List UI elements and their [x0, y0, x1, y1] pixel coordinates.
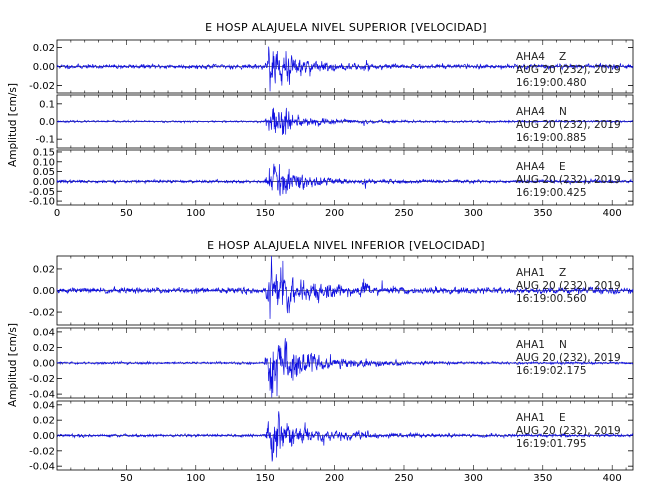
x-tick-label: 350	[533, 208, 552, 219]
x-tick-label: 300	[464, 473, 483, 484]
y-axis-label: Amplitud [cm/s]	[7, 83, 19, 167]
x-tick-label: 200	[325, 473, 344, 484]
y-axis-label: Amplitud [cm/s]	[7, 323, 19, 407]
station-label: AHA1 E	[516, 412, 566, 424]
x-tick-label: 300	[464, 208, 483, 219]
x-tick-label: 400	[603, 473, 622, 484]
station-code: AHA4	[516, 51, 545, 63]
record-time: 16:19:00.560	[516, 293, 587, 305]
panel-superior: E HOSP ALAJUELA NIVEL SUPERIOR [VELOCIDA…	[7, 21, 634, 219]
waveform-line	[56, 338, 634, 398]
y-tick-label: -0.1	[35, 135, 55, 146]
y-tick-label: -0.02	[29, 374, 55, 385]
station-code: AHA1	[516, 267, 545, 279]
record-date: AUG 20 (232), 2019	[516, 425, 621, 437]
y-tick-label: 0.05	[33, 167, 55, 178]
waveform-line	[56, 46, 634, 92]
station-label: AHA1 N	[516, 339, 567, 351]
y-tick-label: 0.00	[33, 286, 55, 297]
waveform-line	[56, 411, 634, 462]
y-tick-label: -0.02	[29, 446, 55, 457]
record-time: 16:19:00.480	[516, 77, 587, 89]
x-tick-label: 0	[54, 208, 60, 219]
record-date: AUG 20 (232), 2019	[516, 280, 621, 292]
waveform-line	[56, 255, 634, 319]
station-component: Z	[559, 51, 566, 63]
x-tick-label: 150	[256, 473, 275, 484]
y-tick-label: -0.05	[29, 187, 55, 198]
record-date: AUG 20 (232), 2019	[516, 352, 621, 364]
y-tick-label: 0.00	[33, 62, 55, 73]
record-date: AUG 20 (232), 2019	[516, 64, 621, 76]
y-tick-label: 0.02	[33, 264, 55, 275]
station-label: AHA4 E	[516, 161, 566, 173]
y-tick-label: 0.00	[33, 359, 55, 370]
station-component: E	[559, 161, 566, 173]
y-tick-label: 0.15	[33, 147, 55, 158]
record-date: AUG 20 (232), 2019	[516, 119, 621, 131]
station-label: AHA4 N	[516, 106, 567, 118]
x-tick-label: 350	[533, 473, 552, 484]
x-tick-label: 100	[186, 208, 205, 219]
x-tick-label: 50	[120, 208, 133, 219]
x-tick-label: 250	[394, 473, 413, 484]
panel-title: E HOSP ALAJUELA NIVEL INFERIOR [VELOCIDA…	[207, 239, 485, 252]
y-tick-label: 0.02	[33, 343, 55, 354]
waveform-line	[56, 107, 634, 135]
station-code: AHA1	[516, 412, 545, 424]
x-tick-label: 50	[120, 473, 133, 484]
y-tick-label: -0.04	[29, 390, 55, 401]
station-code: AHA4	[516, 106, 545, 118]
y-tick-label: -0.02	[29, 81, 55, 92]
record-time: 16:19:00.885	[516, 132, 587, 144]
station-component: Z	[559, 267, 566, 279]
station-component: N	[559, 339, 567, 351]
subplot-frame	[56, 149, 634, 206]
y-tick-label: 0.04	[33, 327, 55, 338]
x-tick-label: 200	[325, 208, 344, 219]
panel-title: E HOSP ALAJUELA NIVEL SUPERIOR [VELOCIDA…	[205, 21, 487, 34]
station-code: AHA1	[516, 339, 545, 351]
record-time: 16:19:02.175	[516, 365, 587, 377]
y-tick-label: 0.0	[39, 117, 55, 128]
y-tick-label: 0.04	[33, 400, 55, 411]
y-tick-label: -0.02	[29, 308, 55, 319]
station-component: E	[559, 412, 566, 424]
y-tick-label: -0.10	[29, 197, 55, 208]
y-tick-label: 0.02	[33, 416, 55, 427]
record-time: 16:19:00.425	[516, 187, 587, 199]
x-tick-label: 250	[394, 208, 413, 219]
record-date: AUG 20 (232), 2019	[516, 174, 621, 186]
waveform-line	[56, 163, 634, 196]
station-code: AHA4	[516, 161, 545, 173]
y-tick-label: 0.10	[33, 157, 55, 168]
panel-inferior: E HOSP ALAJUELA NIVEL INFERIOR [VELOCIDA…	[7, 239, 634, 484]
y-tick-label: 0.00	[33, 431, 55, 442]
y-tick-label: 0.02	[33, 43, 55, 54]
station-label: AHA1 Z	[516, 267, 566, 279]
y-tick-label: 0.1	[39, 99, 55, 110]
station-component: N	[559, 106, 567, 118]
y-tick-label: 0.00	[33, 177, 55, 188]
x-tick-label: 150	[256, 208, 275, 219]
x-tick-label: 400	[603, 208, 622, 219]
x-tick-label: 100	[186, 473, 205, 484]
record-time: 16:19:01.795	[516, 438, 587, 450]
y-tick-label: -0.04	[29, 462, 55, 473]
station-label: AHA4 Z	[516, 51, 566, 63]
